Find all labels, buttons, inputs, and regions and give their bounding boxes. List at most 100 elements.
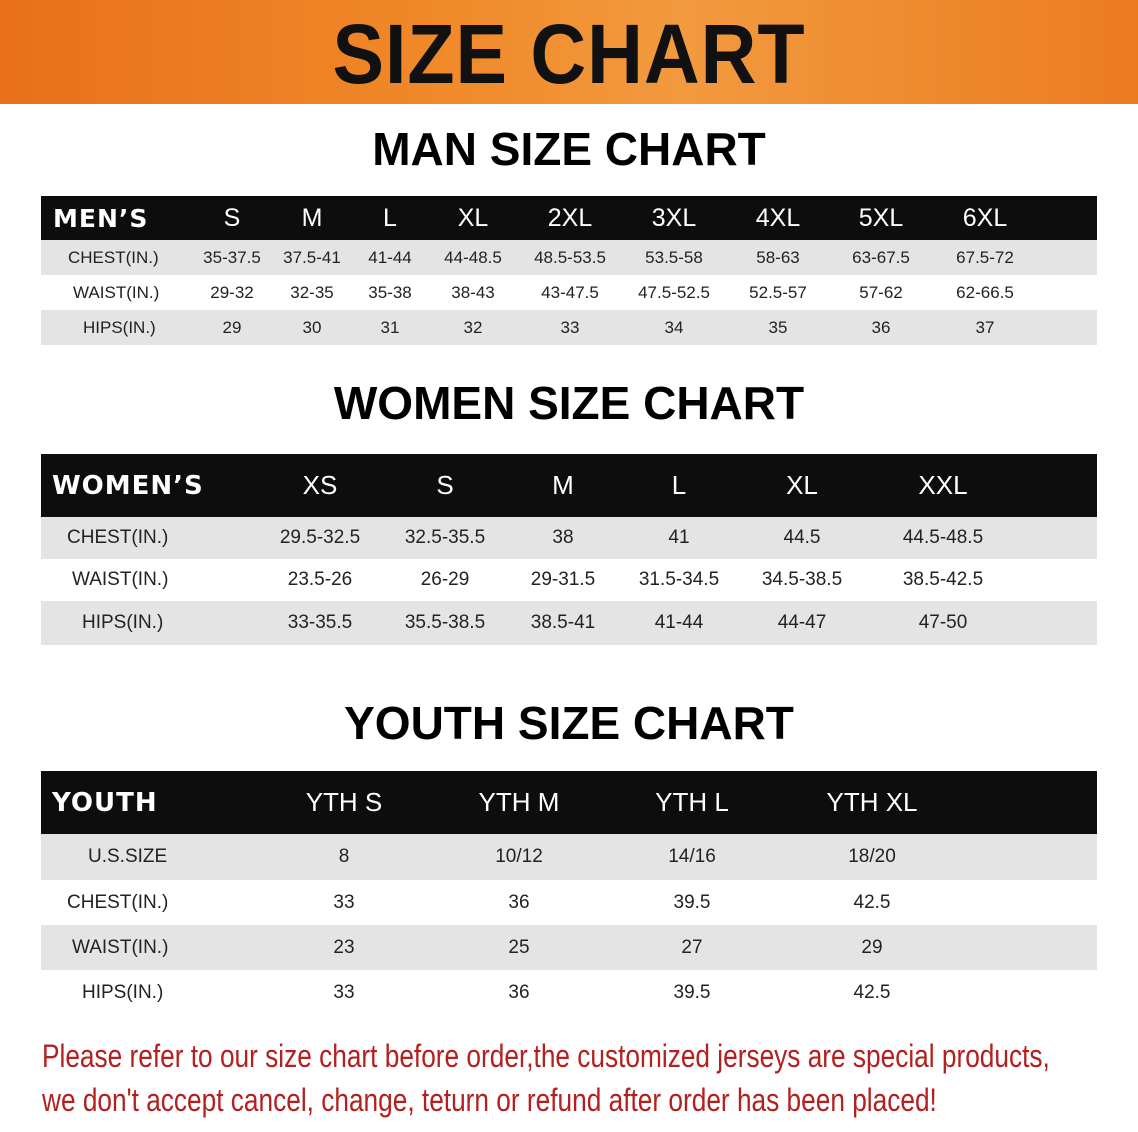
- size-cell: 41-44: [368, 247, 412, 267]
- size-cell: L: [671, 470, 687, 500]
- row-label: WAIST(IN.): [73, 282, 160, 302]
- size-cell: 44-47: [777, 612, 827, 633]
- row-label: WAIST(IN.): [72, 569, 169, 590]
- row-label: CHEST(IN.): [67, 891, 169, 913]
- size-cell: 39.5: [673, 891, 711, 913]
- size-cell: 47.5-52.5: [638, 282, 710, 302]
- size-cell: XL: [786, 470, 818, 500]
- size-cell: 35-37.5: [203, 247, 261, 267]
- size-cell: 58-63: [756, 247, 800, 267]
- row-label: WOMEN’S: [52, 470, 204, 501]
- table-row: HIPS(IN.) 33-35.5 35.5-38.5 38.5-41 41-44 44-…: [41, 601, 1097, 645]
- row-label: YOUTH: [52, 787, 158, 818]
- table-header-row: MEN’S S M L XL 2XL 3XL 4XL 5XL 6XL: [41, 196, 1097, 240]
- size-cell: 33: [560, 317, 580, 337]
- table-row: HIPS(IN.) 33 36 39.5 42.5: [41, 970, 1097, 1015]
- men-section-title: MAN SIZE CHART: [372, 123, 766, 175]
- size-cell: 29-32: [210, 282, 254, 302]
- size-cell: YTH L: [655, 787, 729, 817]
- row-label: CHEST(IN.): [67, 527, 169, 548]
- row-label: HIPS(IN.): [82, 612, 164, 633]
- size-cell: 32-35: [290, 282, 334, 302]
- size-cell: 32: [463, 317, 483, 337]
- table-row: WAIST(IN.) 23.5-26 26-29 29-31.5 31.5-34.5 34…: [41, 559, 1097, 601]
- table-row: CHEST(IN.) 35-37.5 37.5-41 41-44 44-48.5 48.5…: [41, 240, 1097, 275]
- size-cell: 23: [333, 936, 355, 958]
- size-cell: 39.5: [673, 981, 711, 1003]
- size-cell: 53.5-58: [645, 247, 703, 267]
- table-row: U.S.SIZE 8 10/12 14/16 18/20: [41, 834, 1097, 880]
- table-row: CHEST(IN.) 29.5-32.5 32.5-35.5 38 41 44.5 44.5…: [41, 517, 1097, 559]
- size-cell: YTH M: [478, 787, 560, 817]
- size-cell: 62-66.5: [956, 282, 1014, 302]
- size-cell: 35-38: [368, 282, 412, 302]
- size-cell: 57-62: [859, 282, 903, 302]
- size-cell: 42.5: [853, 891, 891, 913]
- table-row: WAIST(IN.) 23 25 27 29: [41, 925, 1097, 970]
- size-cell: 31: [380, 317, 400, 337]
- size-cell: 27: [681, 936, 703, 958]
- size-cell: 35.5-38.5: [404, 612, 486, 633]
- size-cell: 38.5-41: [530, 612, 596, 633]
- row-label: U.S.SIZE: [88, 846, 168, 867]
- size-cell: 35: [768, 317, 788, 337]
- youth-section-title: YOUTH SIZE CHART: [344, 697, 794, 749]
- size-cell: 14/16: [668, 846, 716, 867]
- size-cell: 29: [861, 936, 883, 958]
- size-cell: 25: [508, 936, 530, 958]
- size-cell: 36: [871, 317, 891, 337]
- table-row: WAIST(IN.) 29-32 32-35 35-38 38-43 43-47.5 47.…: [41, 275, 1097, 310]
- size-cell: 43-47.5: [541, 282, 599, 302]
- size-cell: M: [552, 470, 574, 500]
- size-cell: L: [383, 203, 397, 232]
- size-cell: 29.5-32.5: [279, 527, 361, 548]
- size-cell: 44.5: [783, 527, 821, 548]
- row-label: HIPS(IN.): [82, 981, 164, 1003]
- size-cell: 33: [333, 891, 355, 913]
- size-cell: XXL: [918, 470, 968, 500]
- size-cell: 52.5-57: [749, 282, 807, 302]
- size-cell: 32.5-35.5: [404, 527, 486, 548]
- size-cell: 44.5-48.5: [902, 527, 984, 548]
- banner: SIZE CHART: [0, 0, 1138, 104]
- size-cell: XL: [457, 203, 489, 232]
- size-cell: 34.5-38.5: [761, 569, 843, 590]
- size-cell: 3XL: [651, 203, 697, 232]
- size-cell: 10/12: [495, 846, 543, 867]
- table-header-row: YOUTH YTH S YTH M YTH L YTH XL: [41, 771, 1097, 834]
- size-cell: 2XL: [547, 203, 593, 232]
- size-cell: 38.5-42.5: [902, 569, 984, 590]
- size-cell: 36: [508, 981, 530, 1003]
- notice-line-1: Please refer to our size chart before or…: [42, 1038, 1050, 1074]
- size-cell: 6XL: [962, 203, 1008, 232]
- size-cell: 37: [975, 317, 995, 337]
- size-cell: YTH XL: [826, 787, 918, 817]
- size-cell: XS: [302, 470, 338, 500]
- size-cell: S: [223, 203, 241, 232]
- banner-title: SIZE CHART: [332, 7, 806, 101]
- size-cell: 67.5-72: [956, 247, 1014, 267]
- size-cell: 41: [668, 527, 690, 548]
- size-cell: 36: [508, 891, 530, 913]
- notice-line-2: we don't accept cancel, change, teturn o…: [42, 1082, 937, 1118]
- row-label: WAIST(IN.): [72, 936, 169, 958]
- row-label: MEN’S: [53, 203, 149, 233]
- size-cell: 44-48.5: [444, 247, 502, 267]
- size-cell: 38: [552, 527, 574, 548]
- size-cell: 29-31.5: [530, 569, 596, 590]
- size-cell: 47-50: [918, 612, 968, 633]
- size-cell: 8: [338, 846, 350, 867]
- size-cell: 18/20: [848, 846, 896, 867]
- size-cell: 30: [302, 317, 322, 337]
- size-cell: 41-44: [654, 612, 704, 633]
- size-cell: YTH S: [305, 787, 383, 817]
- size-cell: 33-35.5: [287, 612, 353, 633]
- table-row: HIPS(IN.) 29 30 31 32 33 34 35 36 37: [41, 310, 1097, 345]
- size-cell: 26-29: [420, 569, 470, 590]
- size-cell: 38-43: [451, 282, 495, 302]
- table-row: CHEST(IN.) 33 36 39.5 42.5: [41, 880, 1097, 925]
- size-cell: 31.5-34.5: [638, 569, 720, 590]
- size-cell: 29: [222, 317, 242, 337]
- row-label: HIPS(IN.): [83, 317, 156, 337]
